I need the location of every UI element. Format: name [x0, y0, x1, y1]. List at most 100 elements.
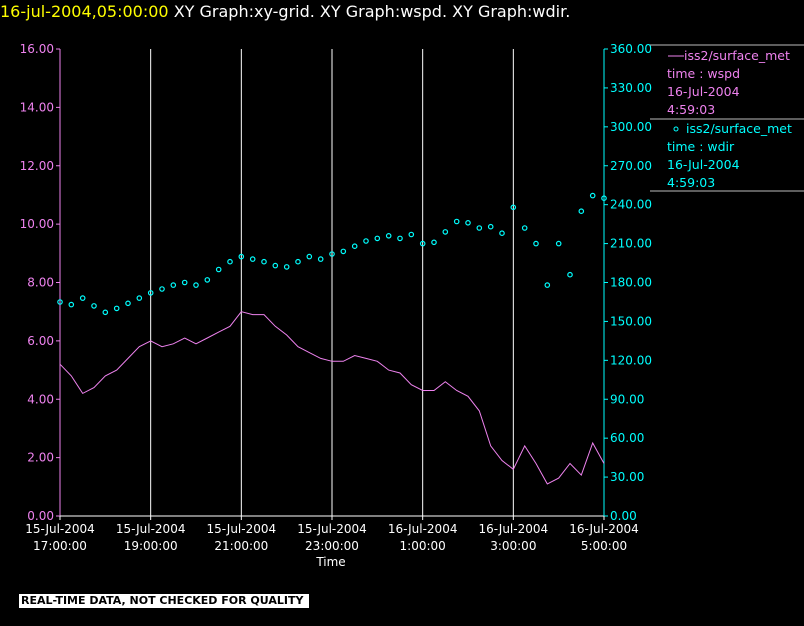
legend-wspd-line-1: iss2/surface_met [684, 48, 790, 63]
legend-wspd-line-3: 16-Jul-2004 [667, 84, 740, 99]
title-date: 16-jul-2004,05:00:00 [0, 2, 169, 21]
series-layer [57, 192, 607, 485]
data-point-wdir [510, 204, 517, 211]
data-point-wdir [317, 256, 324, 262]
data-point-wdir [306, 253, 313, 260]
x-tick-label-time: 1:00:00 [400, 539, 446, 553]
data-point-wdir [136, 295, 143, 301]
x-tick-label-time: 17:00:00 [33, 539, 87, 553]
title-bar: 16-jul-2004,05:00:00 XY Graph:xy-grid. X… [0, 0, 570, 24]
y-left-tick-label: 16.00 [20, 42, 54, 56]
legend-wspd-line-4: 4:59:03 [667, 102, 715, 117]
y-left-tick-label: 0.00 [27, 509, 54, 523]
data-point-wdir [249, 256, 256, 262]
legend-wspd-line-2: time : wspd [667, 66, 740, 81]
right-y-axis: 0.00 30.00 60.00 90.00 120.00 150.00 180.00 210… [604, 42, 652, 523]
data-point-wdir [487, 223, 494, 230]
x-tick-label-time: 21:00:00 [214, 539, 268, 553]
y-right-tick-label: 240.00 [610, 198, 652, 212]
x-axis-title: Time [315, 555, 345, 569]
data-point-wdir [79, 295, 86, 301]
data-point-wdir [567, 271, 573, 278]
data-point-wdir [329, 251, 335, 257]
y-left-tick-label: 12.00 [20, 159, 54, 173]
x-tick-label-date: 16-Jul-2004 [479, 522, 549, 536]
x-tick-label-date: 16-Jul-2004 [569, 522, 639, 536]
data-point-wdir [397, 235, 403, 242]
data-point-wdir [215, 266, 222, 273]
y-left-tick-label: 4.00 [27, 392, 54, 406]
y-right-tick-label: 150.00 [610, 314, 652, 328]
x-tick-label-date: 16-Jul-2004 [388, 522, 458, 536]
data-point-wdir [351, 243, 358, 250]
x-tick-label-time: 23:00:00 [305, 539, 359, 553]
data-point-wdir [499, 230, 505, 237]
legend-entry-wdir: iss2/surface_met time : wdir 16-Jul-2004… [667, 121, 792, 190]
x-tick-label-date: 15-Jul-2004 [25, 522, 95, 536]
data-point-wdir [431, 239, 437, 246]
data-point-wdir [272, 262, 279, 269]
y-right-tick-label: 120.00 [610, 353, 652, 367]
x-tick-label-date: 15-Jul-2004 [207, 522, 277, 536]
quality-notice: REAL-TIME DATA, NOT CHECKED FOR QUALITY [19, 594, 310, 608]
y-right-tick-label: 270.00 [610, 159, 652, 173]
legend-wdir-line-4: 4:59:03 [667, 175, 715, 190]
data-point-wdir [261, 258, 267, 265]
y-left-tick-label: 14.00 [20, 100, 54, 114]
data-point-wdir [601, 195, 607, 202]
y-right-tick-label: 60.00 [610, 431, 644, 445]
legend: iss2/surface_met time : wspd 16-Jul-2004… [650, 44, 804, 192]
legend-entry-wspd: iss2/surface_met time : wspd 16-Jul-2004… [667, 48, 790, 117]
y-left-tick-label: 6.00 [27, 334, 54, 348]
data-point-wdir [147, 290, 154, 296]
y-right-tick-label: 30.00 [610, 470, 644, 484]
legend-wdir-line-2: time : wdir [667, 139, 735, 154]
data-point-wdir [227, 258, 233, 265]
legend-circle-swatch [673, 126, 679, 132]
data-point-wdir [340, 248, 347, 255]
data-point-wdir [68, 301, 75, 308]
legend-wdir-line-3: 16-Jul-2004 [667, 157, 740, 172]
data-point-wdir [442, 229, 449, 235]
x-axis: 15-Jul-2004 17:00:00 15-Jul-2004 19:00:00 15… [25, 516, 639, 553]
data-point-wdir [113, 305, 120, 312]
title-graph-list: XY Graph:xy-grid. XY Graph:wspd. XY Grap… [168, 2, 571, 21]
data-point-wdir [476, 225, 483, 231]
data-point-wdir [533, 240, 539, 247]
data-point-wdir [283, 264, 290, 270]
y-left-tick-label: 8.00 [27, 276, 54, 290]
data-point-wdir [125, 300, 131, 307]
x-tick-label-date: 15-Jul-2004 [116, 522, 186, 536]
data-point-wdir [578, 208, 585, 215]
y-left-tick-label: 10.00 [20, 217, 54, 231]
data-point-wdir [453, 218, 460, 225]
data-point-wdir [465, 220, 471, 226]
x-tick-label-time: 19:00:00 [124, 539, 178, 553]
x-tick-label-time: 3:00:00 [490, 539, 536, 553]
legend-wdir-line-1: iss2/surface_met [686, 121, 792, 136]
data-point-wdir [419, 240, 426, 247]
y-right-tick-label: 0.00 [610, 509, 637, 523]
data-point-wdir [408, 231, 415, 238]
data-point-wdir [102, 309, 109, 316]
data-point-wdir [363, 238, 369, 244]
data-point-wdir [159, 286, 165, 292]
data-point-wdir [238, 253, 245, 260]
y-right-tick-label: 210.00 [610, 237, 652, 251]
y-right-tick-label: 360.00 [610, 42, 652, 56]
data-point-wdir [374, 235, 381, 242]
data-point-wdir [193, 282, 199, 288]
vertical-grid [150, 49, 514, 516]
data-point-wdir [544, 282, 551, 288]
data-point-wdir [181, 279, 188, 286]
x-tick-label-time: 5:00:00 [581, 539, 627, 553]
y-right-tick-label: 90.00 [610, 392, 644, 406]
data-point-wdir [204, 277, 211, 283]
data-point-wdir [295, 258, 301, 265]
left-y-axis: 0.00 2.00 4.00 6.00 8.00 10.00 12.00 14.00 16.00 [20, 42, 60, 523]
data-point-wdir [589, 192, 596, 199]
x-tick-label-date: 15-Jul-2004 [297, 522, 367, 536]
data-point-wdir [91, 303, 97, 309]
y-right-tick-label: 300.00 [610, 120, 652, 134]
y-right-tick-label: 180.00 [610, 276, 652, 290]
